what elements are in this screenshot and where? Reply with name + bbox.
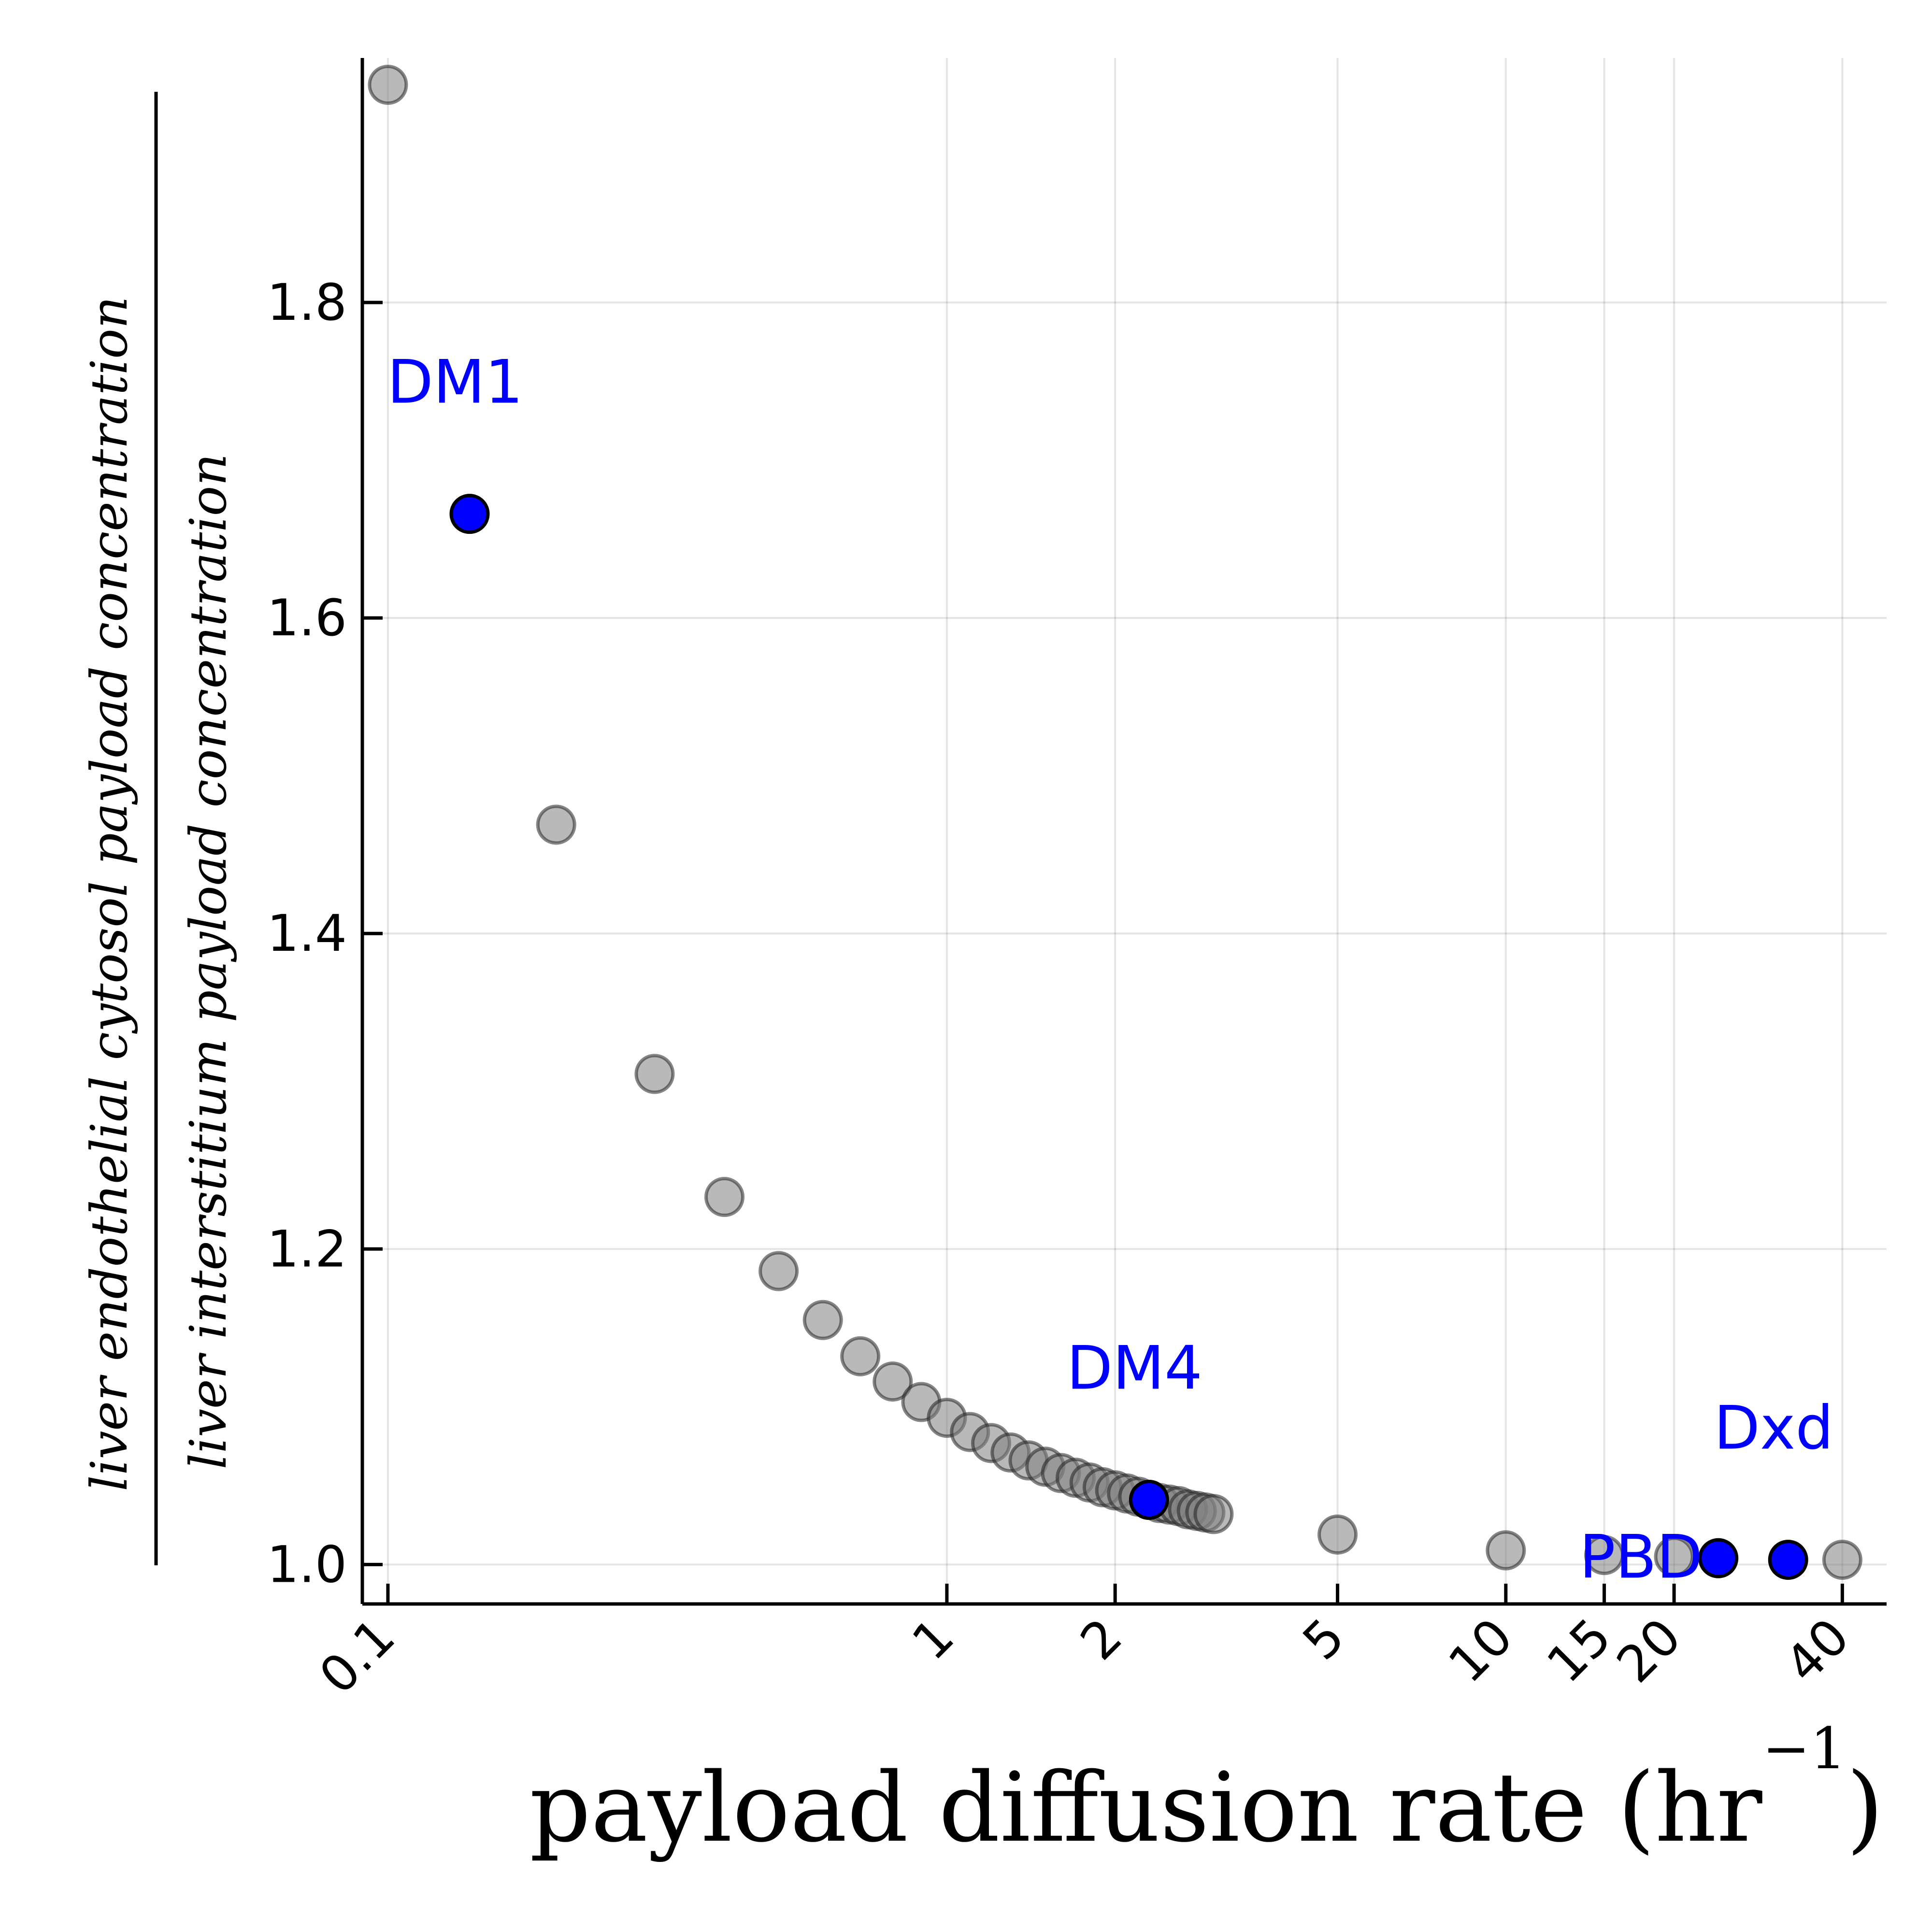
background-point xyxy=(1584,1535,1625,1575)
y-axis-label-denominator: liver interstitium payload concentration xyxy=(179,454,238,1470)
background-point xyxy=(1193,1494,1234,1534)
highlight-point xyxy=(449,494,490,534)
background-point xyxy=(368,65,408,105)
background-point xyxy=(704,1177,744,1217)
point-annotation: PBD xyxy=(1579,1522,1703,1592)
background-point xyxy=(758,1251,799,1291)
background-point xyxy=(873,1361,913,1402)
background-point xyxy=(536,804,576,845)
x-tick-label: 2 xyxy=(1069,1607,1133,1671)
y-tick-label: 1.4 xyxy=(267,904,347,963)
x-tick-label: 40 xyxy=(1774,1607,1860,1694)
x-tick-label: 10 xyxy=(1437,1607,1524,1694)
y-tick-label: 1.2 xyxy=(267,1219,347,1278)
x-tick-label: 0.1 xyxy=(308,1607,406,1705)
grid xyxy=(362,58,1887,1604)
highlight-point xyxy=(1768,1540,1808,1580)
background-point xyxy=(1654,1536,1694,1577)
y-tick-label: 1.8 xyxy=(267,273,347,332)
y-axis-label-numerator: liver endothelial cytosol payload concen… xyxy=(80,296,139,1491)
axis-labels: payload diffusion rate (hr−1) liver endot… xyxy=(80,92,1884,1863)
y-tick-label: 1.6 xyxy=(267,588,347,647)
background-point xyxy=(634,1054,675,1094)
highlight-point xyxy=(1698,1538,1739,1578)
point-annotation: Dxd xyxy=(1714,1394,1833,1463)
y-tick-label: 1.0 xyxy=(267,1535,347,1594)
x-tick-label: 20 xyxy=(1605,1607,1692,1694)
background-point xyxy=(1486,1530,1526,1571)
highlight-point xyxy=(1129,1479,1169,1520)
point-annotation: DM1 xyxy=(387,348,523,417)
background-point xyxy=(1317,1514,1358,1555)
x-tick-label: 5 xyxy=(1291,1607,1356,1671)
background-point xyxy=(1822,1540,1862,1580)
x-axis-label: payload diffusion rate (hr−1) xyxy=(530,1715,1884,1863)
x-tick-label: 1 xyxy=(901,1607,965,1671)
background-point xyxy=(802,1300,843,1340)
point-annotation: DM4 xyxy=(1067,1333,1202,1403)
background-point xyxy=(840,1336,881,1376)
